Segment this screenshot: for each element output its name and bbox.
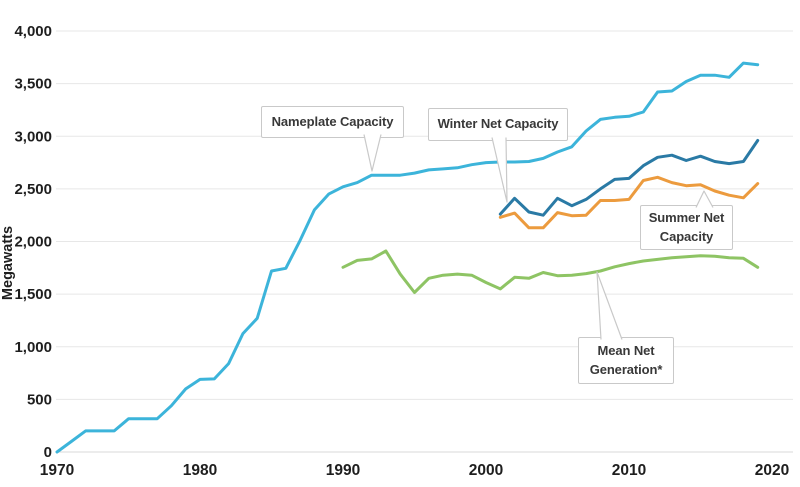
callout-line: Summer Net (648, 210, 725, 226)
x-tick-label: 2010 (612, 462, 646, 479)
x-tick-label: 2020 (755, 462, 789, 479)
x-tick-label: 2000 (469, 462, 503, 479)
callout-line: Generation* (589, 361, 663, 377)
callout-mean-net-generation: Mean Net Generation* (578, 337, 674, 384)
x-tick-label: 1980 (183, 462, 217, 479)
callout-line: Winter Net Capacity (437, 116, 559, 132)
y-tick-label: 1,000 (14, 339, 52, 356)
series-line-nameplate-capacity (55, 61, 760, 454)
callout-line: Mean Net (597, 343, 655, 359)
callout-winter-net-capacity: Winter Net Capacity (428, 108, 568, 141)
y-axis-title: Megawatts (0, 225, 16, 301)
y-tick-label: 3,000 (14, 128, 52, 145)
y-tick-label: 500 (27, 391, 52, 408)
y-tick-label: 3,500 (14, 76, 52, 93)
x-tick-label: 1990 (326, 462, 360, 479)
y-tick-label: 2,000 (14, 234, 52, 251)
callout-line: Capacity (659, 228, 714, 244)
y-tick-label: 1,500 (14, 286, 52, 303)
series-line-winter-net-capacity (498, 139, 760, 217)
callout-summer-net-capacity: Summer Net Capacity (640, 205, 733, 250)
y-tick-label: 4,000 (14, 23, 52, 40)
series-line-summer-net-capacity (498, 175, 760, 230)
y-tick-label: 0 (44, 444, 52, 461)
x-tick-label: 1970 (40, 462, 74, 479)
y-tick-label: 2,500 (14, 181, 52, 198)
callout-nameplate-capacity: Nameplate Capacity (261, 106, 404, 138)
callout-line: Nameplate Capacity (271, 113, 394, 129)
series-line-mean-net-generation (341, 249, 760, 294)
